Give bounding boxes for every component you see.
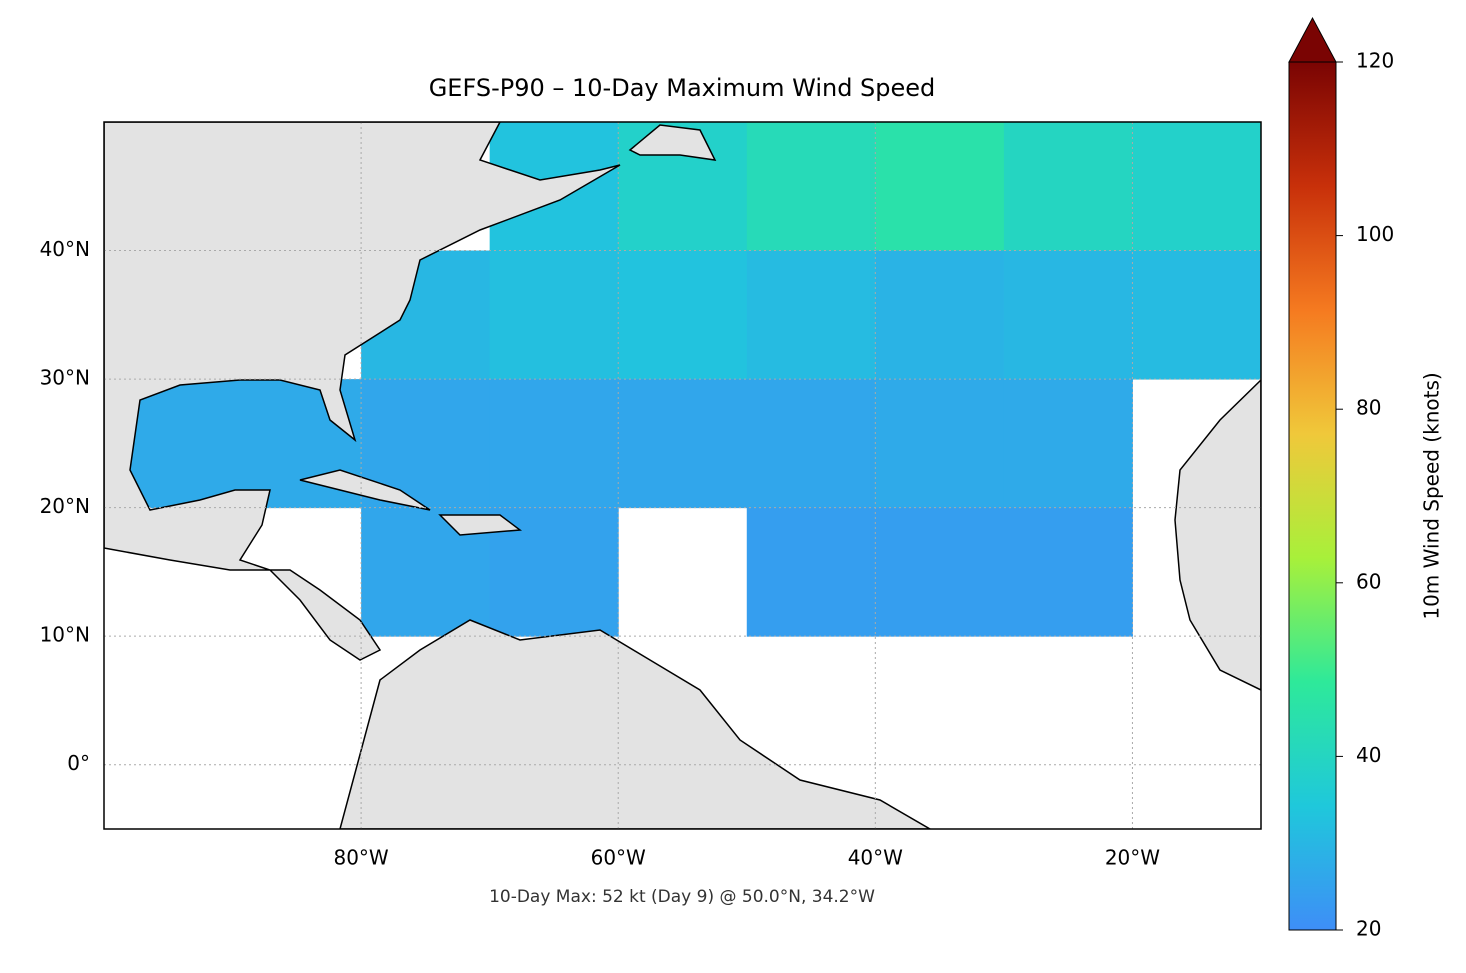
wind-cell [1003, 507, 1133, 637]
newfoundland [628, 124, 717, 161]
wind-cell [875, 379, 1005, 509]
land [104, 122, 1261, 829]
y-tick-label: 20°N [40, 494, 90, 518]
wind-cell [1003, 379, 1133, 509]
hispaniola [438, 514, 523, 536]
colorbar [1288, 61, 1337, 931]
colorbar-tick-label: 120 [1356, 49, 1394, 73]
wind-cell [1132, 250, 1261, 380]
axes: 80°W 60°W 40°W 20°W 0° 10°N 20°N 30°N 40°N [40, 122, 1261, 870]
colorbar-label: 10m Wind Speed (knots) [1420, 372, 1444, 619]
colorbar-tick-label: 80 [1356, 396, 1381, 420]
colorbar-extend [1288, 16, 1337, 63]
wind-cell [875, 122, 1005, 252]
map-frame [103, 121, 1262, 830]
y-tick-label: 0° [67, 751, 90, 775]
wind-cell [1003, 122, 1133, 252]
colorbar-tick-label: 20 [1356, 917, 1381, 941]
wind-cell [1003, 250, 1133, 380]
wind-cell [489, 250, 619, 380]
wind-cell [746, 250, 876, 380]
wind-cell [746, 507, 876, 637]
annotation: 10-Day Max: 52 kt (Day 9) @ 50.0°N, 34.2… [489, 887, 875, 907]
wind-cell [746, 379, 876, 509]
chart-title: GEFS-P90 – 10-Day Maximum Wind Speed [429, 74, 936, 102]
y-tick-label: 30°N [40, 366, 90, 390]
wind-cell [746, 122, 876, 252]
cuba [299, 469, 431, 511]
wind-cell [875, 250, 1005, 380]
wind-cell [1132, 122, 1261, 252]
y-tick-label: 40°N [40, 237, 90, 261]
north-america [104, 122, 621, 661]
wind-cell [875, 507, 1005, 637]
x-tick-label: 60°W [591, 846, 646, 870]
colorbar-tick-label: 100 [1356, 222, 1394, 246]
x-tick-label: 20°W [1105, 846, 1160, 870]
wind-cell [618, 379, 748, 509]
africa [1174, 378, 1261, 691]
x-tick-label: 80°W [333, 846, 388, 870]
colorbar-tick-label: 40 [1356, 743, 1381, 767]
wind-cell [489, 379, 619, 509]
wind-cell [618, 250, 748, 380]
south-america [339, 619, 932, 829]
colorbar-tick-label: 60 [1356, 569, 1381, 593]
y-tick-label: 10°N [40, 623, 90, 647]
x-tick-label: 40°W [848, 846, 903, 870]
